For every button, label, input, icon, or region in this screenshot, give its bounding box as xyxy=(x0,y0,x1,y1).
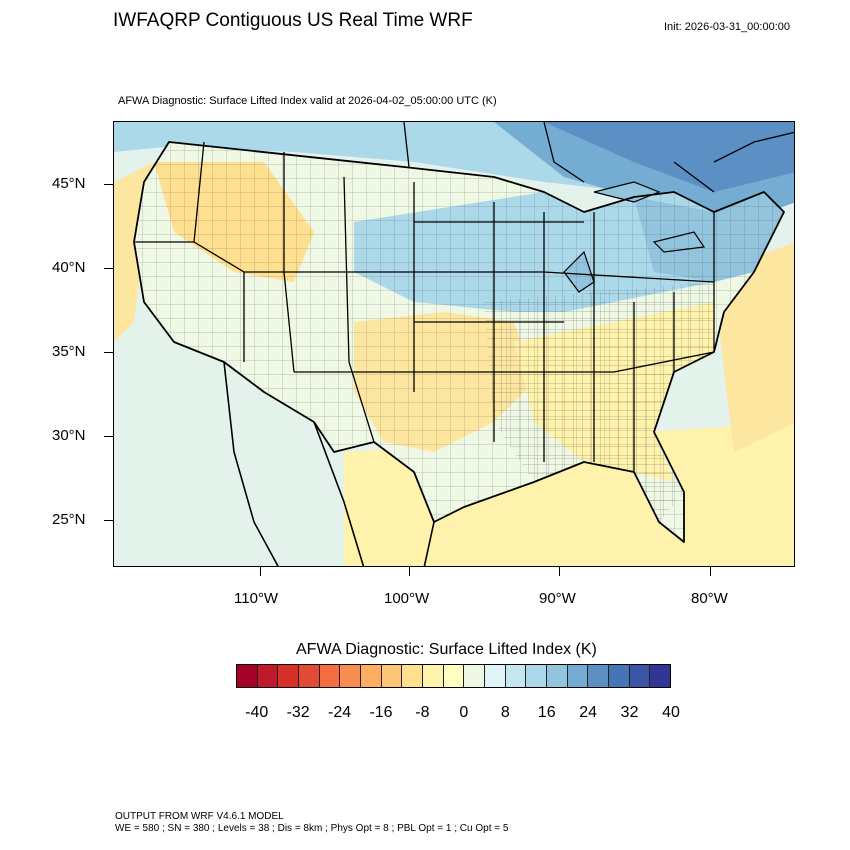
lat-tick-30n xyxy=(104,436,113,437)
canada-coastline xyxy=(403,122,794,193)
colorbar-tick-label: 40 xyxy=(662,704,680,721)
colorbar-cell xyxy=(464,665,486,687)
colorbar-cell xyxy=(629,665,651,687)
footer-config-line: WE = 580 ; SN = 380 ; Levels = 38 ; Dis … xyxy=(115,823,509,834)
colorbar-cell xyxy=(361,665,382,687)
colorbar-tick-label: -8 xyxy=(415,704,430,721)
colorbar-tick-label: -40 xyxy=(245,704,269,721)
plot-subtitle: AFWA Diagnostic: Surface Lifted Index va… xyxy=(118,95,497,107)
lon-tick-110w xyxy=(260,567,261,576)
mexico-coastline xyxy=(223,361,435,566)
lat-label-40n: 40°N xyxy=(52,259,86,276)
lon-label-90w: 90°W xyxy=(539,590,576,607)
colorbar-cell xyxy=(257,665,279,687)
hudson-field xyxy=(544,122,794,192)
lon-label-100w: 100°W xyxy=(384,590,430,607)
colorbar-cell xyxy=(588,665,610,687)
colorbar-tick-label: -32 xyxy=(286,704,310,721)
colorbar-tick-label: 24 xyxy=(579,704,598,721)
colorbar-cell xyxy=(381,665,403,687)
colorbar-tick-label: 8 xyxy=(500,704,510,721)
colorbar-tick-label: 0 xyxy=(459,704,469,721)
colorbar-cell xyxy=(609,665,630,687)
colorbar-cell xyxy=(547,665,568,687)
lat-label-35n: 35°N xyxy=(52,343,86,360)
colorbar-cell xyxy=(567,665,589,687)
lat-tick-25n xyxy=(104,520,113,521)
colorbar-tick-label: 16 xyxy=(537,704,556,721)
colorbar-cell xyxy=(237,665,258,687)
colorbar-cell xyxy=(485,665,506,687)
lon-label-110w: 110°W xyxy=(234,590,279,607)
colorbar-title: AFWA Diagnostic: Surface Lifted Index (K… xyxy=(296,641,597,658)
lat-tick-45n xyxy=(104,184,113,185)
lat-label-45n: 45°N xyxy=(52,175,86,192)
colorbar-cell xyxy=(402,665,424,687)
lat-tick-40n xyxy=(104,268,113,269)
lat-label-25n: 25°N xyxy=(52,511,86,528)
lon-label-80w: 80°W xyxy=(691,590,728,607)
colorbar-tick-label: 32 xyxy=(620,704,639,721)
footer-model-line: OUTPUT FROM WRF V4.6.1 MODEL xyxy=(115,811,284,822)
map-panel xyxy=(113,121,795,567)
colorbar-cell xyxy=(319,665,341,687)
lifted-index-map xyxy=(114,122,794,566)
init-time-label: Init: 2026-03-31_00:00:00 xyxy=(664,21,790,33)
colorbar-cell xyxy=(278,665,300,687)
colorbar-cell xyxy=(443,665,465,687)
colorbar-cell xyxy=(340,665,362,687)
lon-tick-90w xyxy=(559,567,560,576)
conus-coastline xyxy=(133,141,785,543)
colorbar-cell xyxy=(423,665,444,687)
lon-tick-80w xyxy=(710,567,711,576)
lon-tick-100w xyxy=(409,567,410,576)
colorbar-cell xyxy=(526,665,548,687)
lat-tick-35n xyxy=(104,352,113,353)
colorbar-cell xyxy=(650,665,671,687)
colorbar-cell xyxy=(299,665,320,687)
colorbar xyxy=(236,664,671,688)
main-title: IWFAQRP Contiguous US Real Time WRF xyxy=(113,10,473,31)
colorbar-tick-label: -24 xyxy=(328,704,352,721)
lat-label-30n: 30°N xyxy=(52,427,86,444)
state-borders xyxy=(134,141,715,472)
colorbar-cell xyxy=(505,665,527,687)
eastern-counties xyxy=(484,282,714,522)
colorbar-tick-label: -16 xyxy=(369,704,393,721)
